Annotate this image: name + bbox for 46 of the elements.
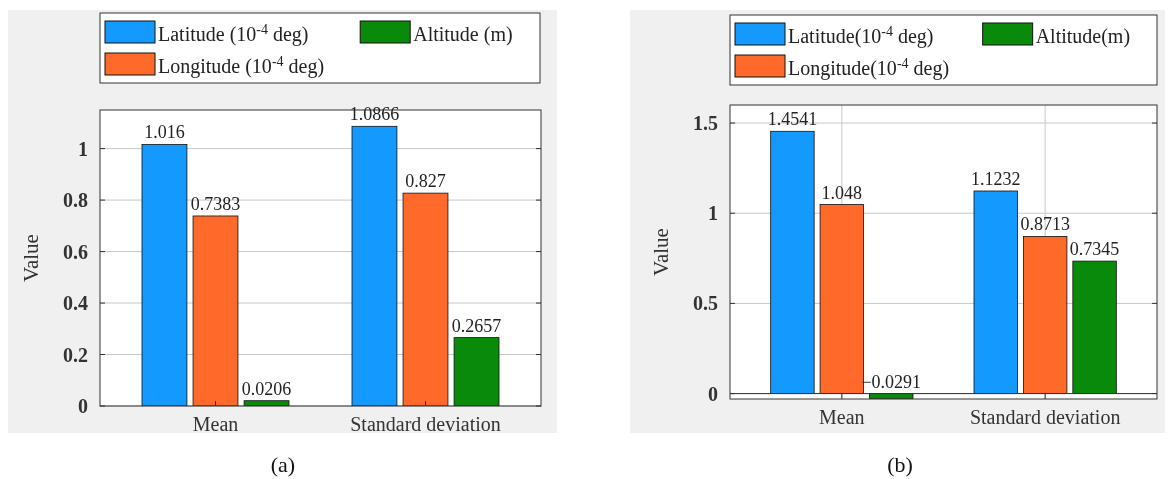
legend-label: Longitude (10$^{-4}$ deg) (158, 53, 325, 78)
y-tick-label: 0 (708, 382, 718, 405)
y-tick-label: 1 (78, 137, 88, 160)
y-tick-label: 0 (78, 395, 88, 417)
bar (351, 125, 398, 406)
y-tick-label: 0.5 (693, 292, 718, 315)
data-label: 1.0866 (349, 104, 400, 125)
bar (402, 192, 449, 406)
legend-label: Latitude(10$^{-4}$ deg) (788, 23, 934, 48)
x-tick-label: Standard deviation (969, 406, 1121, 428)
data-label: 1.1232 (971, 169, 1021, 189)
bar (770, 130, 815, 394)
data-label: 0.8713 (1020, 214, 1070, 235)
legend-label: Latitude (10$^{-4}$ deg) (158, 21, 309, 46)
bar (141, 144, 188, 406)
bar (1023, 236, 1068, 394)
data-label: 0.2657 (451, 315, 502, 336)
y-tick-label: 1.5 (693, 112, 718, 135)
data-label: 0.7383 (190, 193, 241, 214)
data-label: 0.7345 (1069, 239, 1120, 260)
text: (a) (270, 452, 296, 477)
y-tick-label: 1 (708, 202, 718, 225)
bar (192, 215, 239, 406)
bar (243, 400, 290, 406)
data-label: 1.048 (821, 182, 863, 203)
bar (819, 204, 864, 394)
text: (b) (887, 452, 913, 477)
y-tick-label: 0.4 (63, 292, 88, 315)
bar (1072, 260, 1117, 394)
y-tick-label: 0.8 (63, 189, 88, 212)
y-tick-label: 0.2 (63, 343, 88, 366)
y-axis-title: Value (649, 228, 673, 276)
legend-label: Altitude(m) (1035, 25, 1131, 48)
data-label: 1.016 (144, 122, 185, 143)
x-tick-label: Mean (192, 413, 239, 435)
data-label: 0.0206 (241, 378, 292, 399)
legend-label: Longitude(10$^{-4}$ deg) (788, 55, 950, 80)
legend-label: Altitude (m) (413, 23, 513, 46)
y-tick-label: 0.6 (63, 240, 88, 263)
data-label: 0.827 (405, 171, 446, 192)
x-tick-label: Standard deviation (350, 413, 501, 435)
x-tick-label: Mean (819, 406, 865, 428)
bar (973, 190, 1018, 394)
y-axis-title: Value (19, 234, 43, 282)
bar (453, 337, 500, 406)
data-label: 1.4541 (767, 109, 818, 130)
